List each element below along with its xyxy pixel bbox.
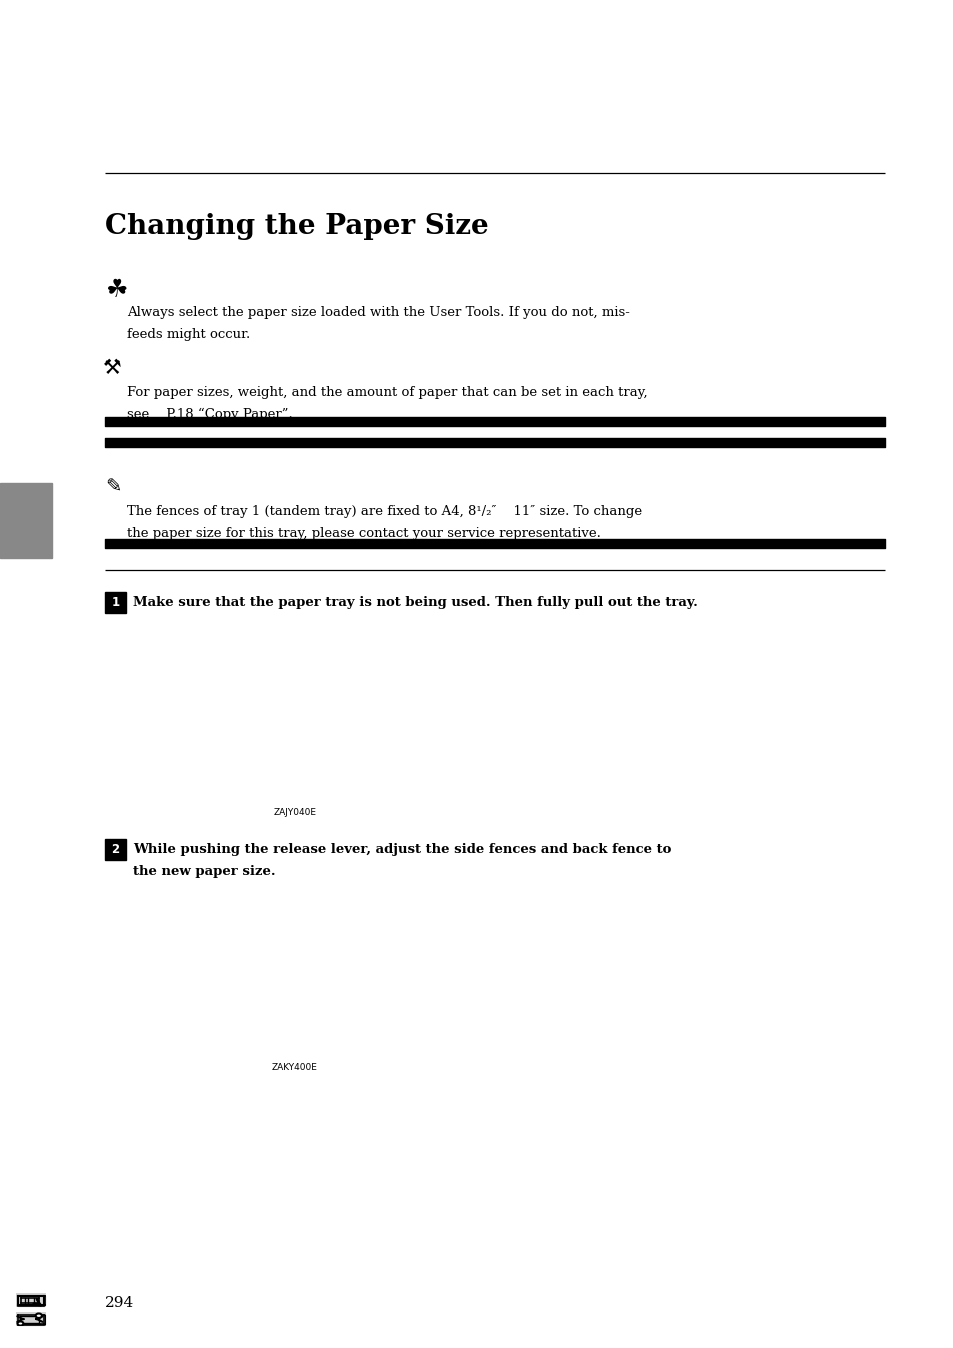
Bar bbox=[105, 592, 126, 613]
Text: ⚒: ⚒ bbox=[103, 359, 122, 377]
Text: 2: 2 bbox=[112, 842, 119, 856]
Text: see    P.18 “Copy Paper”.: see P.18 “Copy Paper”. bbox=[127, 408, 293, 421]
Text: 1: 1 bbox=[112, 596, 119, 609]
Text: ✎: ✎ bbox=[105, 479, 121, 497]
Text: ☘: ☘ bbox=[105, 278, 128, 302]
Text: For paper sizes, weight, and the amount of paper that can be set in each tray,: For paper sizes, weight, and the amount … bbox=[127, 386, 647, 399]
Text: the new paper size.: the new paper size. bbox=[132, 865, 275, 878]
Text: Always select the paper size loaded with the User Tools. If you do not, mis-: Always select the paper size loaded with… bbox=[127, 306, 629, 319]
Text: ZAJY040E: ZAJY040E bbox=[274, 807, 316, 817]
Text: The fences of tray 1 (tandem tray) are fixed to A4, 8¹/₂″    11″ size. To change: The fences of tray 1 (tandem tray) are f… bbox=[127, 506, 641, 518]
Bar bbox=[0, 483, 52, 558]
Text: While pushing the release lever, adjust the side fences and back fence to: While pushing the release lever, adjust … bbox=[132, 842, 671, 856]
Text: 294: 294 bbox=[105, 1295, 134, 1310]
Text: ZAKY400E: ZAKY400E bbox=[272, 1064, 317, 1072]
Text: Make sure that the paper tray is not being used. Then fully pull out the tray.: Make sure that the paper tray is not bei… bbox=[132, 596, 698, 609]
Bar bbox=[105, 838, 126, 860]
Text: Changing the Paper Size: Changing the Paper Size bbox=[105, 213, 488, 240]
Text: feeds might occur.: feeds might occur. bbox=[127, 328, 250, 341]
Text: the paper size for this tray, please contact your service representative.: the paper size for this tray, please con… bbox=[127, 527, 600, 541]
